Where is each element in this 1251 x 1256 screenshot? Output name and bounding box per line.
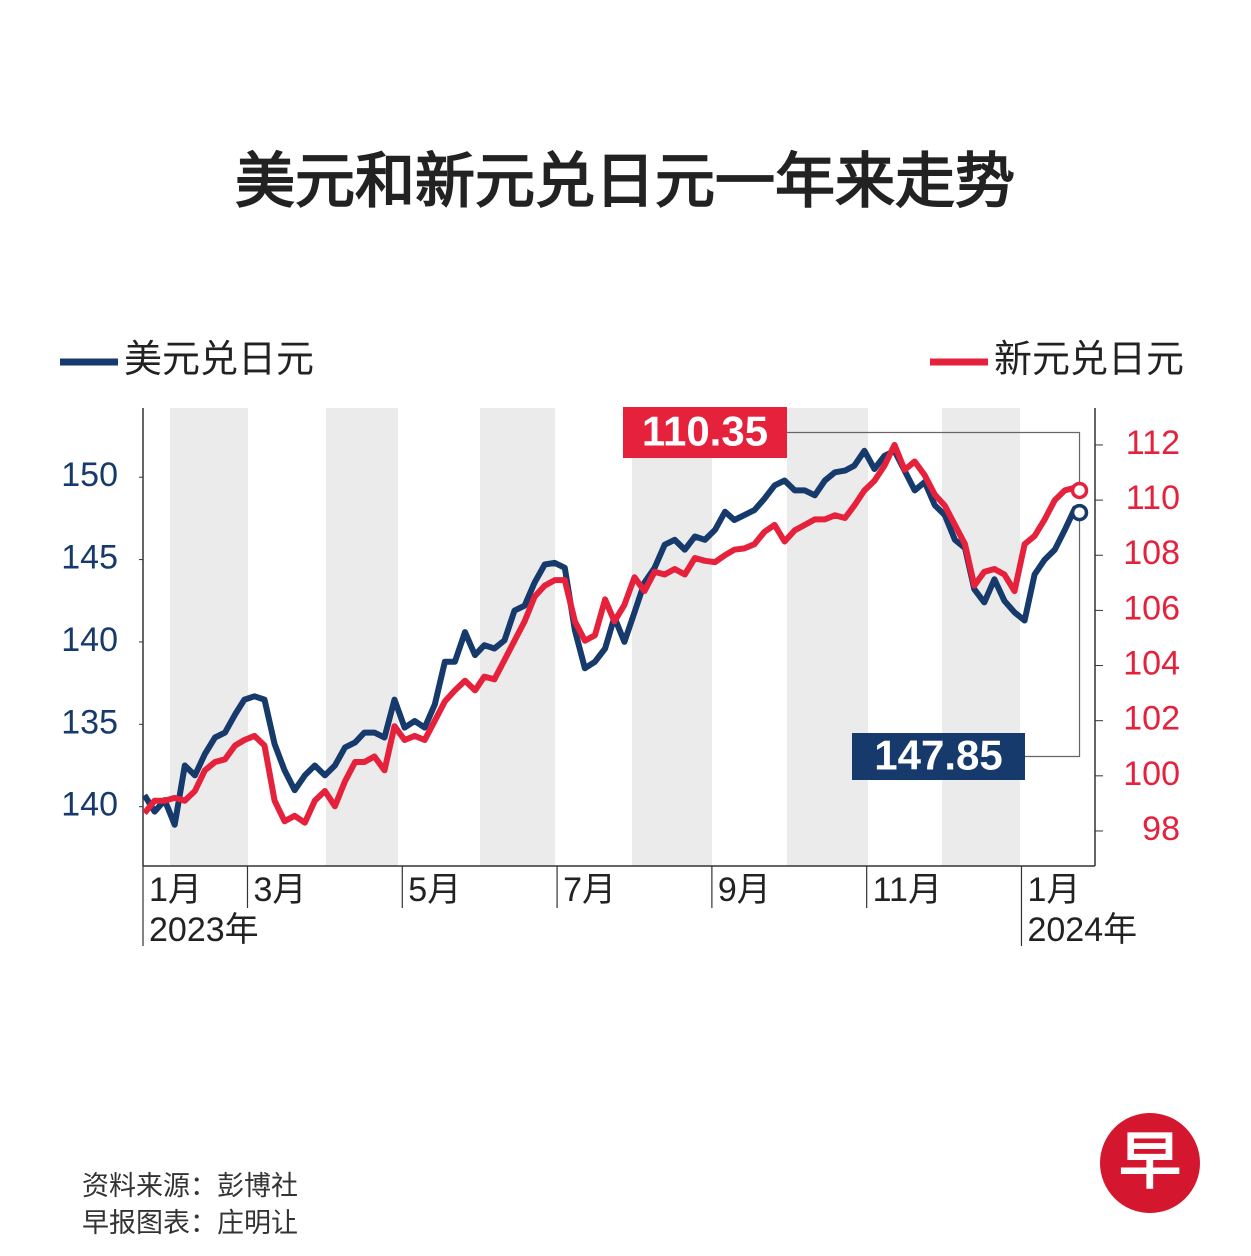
label-box: [623, 407, 787, 458]
y2-tick-label: 100: [1123, 755, 1180, 793]
x-tick-label: 3月: [253, 871, 306, 909]
x-tick-label: 7月: [563, 871, 616, 909]
y-tick-label: 145: [61, 539, 118, 577]
band: [942, 408, 1020, 866]
logo: 早: [1119, 1127, 1181, 1196]
value-label: 147.85: [874, 732, 1002, 779]
logo-circle: [1100, 1113, 1200, 1213]
legend-label: 新元兑日元: [994, 339, 1184, 381]
end-point: [1070, 481, 1089, 500]
x-tick-label: 1月: [149, 871, 202, 909]
month-bands: [170, 408, 1020, 866]
leader-line: [787, 431, 1081, 491]
y-tick-label: 135: [61, 703, 118, 741]
value-label: 110.35: [642, 408, 768, 455]
label-box: [852, 733, 1025, 780]
y-tick-label: 140: [61, 621, 118, 659]
credit: 早报图表：庄明让: [82, 1208, 298, 1238]
band: [326, 408, 398, 866]
y-tick-label: 140: [61, 786, 118, 824]
y2-tick-label: 112: [1126, 424, 1180, 462]
y2-tick-label: 102: [1123, 700, 1180, 738]
end-point: [1070, 503, 1089, 522]
y2-tick-label: 98: [1142, 810, 1180, 848]
x-tick-label: 5月: [408, 871, 461, 909]
y2-tick-label: 104: [1123, 645, 1180, 683]
band: [787, 408, 868, 866]
chart-title: 美元和新元兑日元一年来走势: [235, 148, 1015, 215]
year-label: 2024年: [1027, 911, 1137, 949]
y2-tick-label: 106: [1123, 589, 1180, 627]
legend-label: 美元兑日元: [124, 339, 314, 381]
series-line: [142, 441, 1082, 826]
x-tick-label: 11月: [873, 871, 942, 909]
source: 资料来源：彭博社: [82, 1171, 298, 1201]
y2-tick-label: 108: [1123, 534, 1180, 572]
year-label: 2023年: [149, 911, 259, 949]
leader-line: [1025, 512, 1081, 758]
band: [632, 408, 712, 866]
x-tick-label: 9月: [718, 871, 771, 909]
y-tick-label: 150: [61, 456, 118, 494]
x-tick-label: 1月: [1027, 871, 1080, 909]
y2-tick-label: 110: [1126, 479, 1180, 517]
